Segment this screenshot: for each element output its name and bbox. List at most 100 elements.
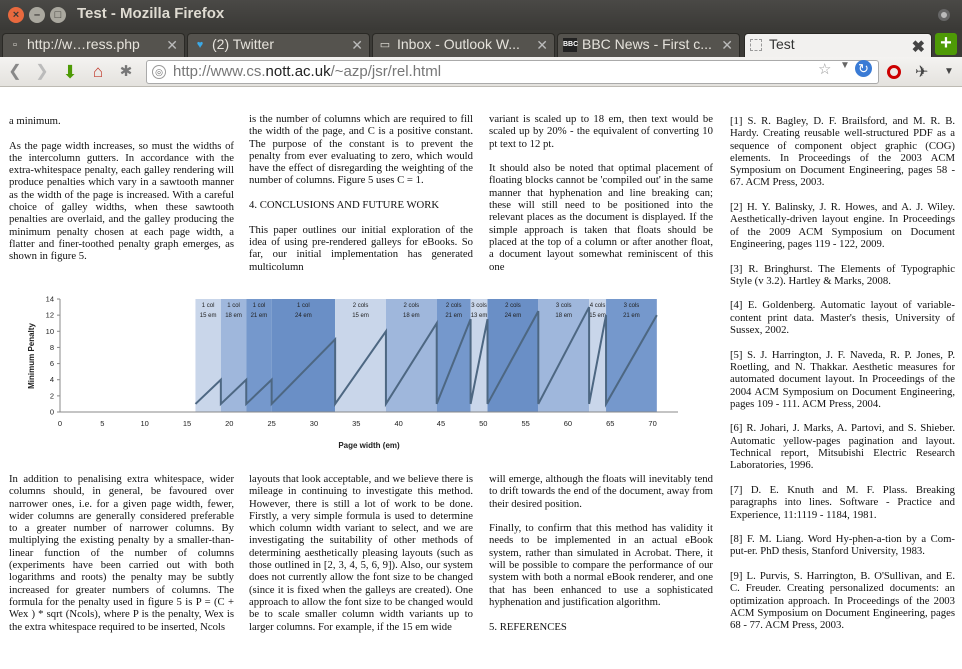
forward-button[interactable]: ❯ — [35, 63, 49, 80]
chart-band — [385, 299, 437, 412]
penalty-line — [194, 306, 658, 408]
y-tick-label: 0 — [50, 408, 54, 417]
tab-close-icon[interactable]: ✕ — [536, 37, 548, 53]
history-dropdown-icon[interactable]: ▼ — [840, 60, 850, 71]
tab-label: http://w…ress.php — [27, 36, 140, 52]
paragraph: layouts that look acceptable, and we bel… — [249, 473, 473, 633]
opera-icon[interactable] — [887, 65, 901, 79]
extension-icon[interactable]: ✈ — [915, 64, 929, 81]
tab-outlook[interactable]: ▭ Inbox - Outlook W... ✕ — [372, 33, 555, 57]
chart-series — [194, 306, 658, 408]
y-tick-label: 2 — [50, 391, 54, 400]
band-label-width: 15 em — [200, 313, 217, 319]
url-path: /~azp/jsr/rel.html — [330, 63, 442, 80]
text-column-7: will emerge, although the floats will in… — [489, 473, 713, 633]
band-label-width: 21 em — [445, 313, 462, 319]
band-label-columns: 1 col — [227, 303, 240, 309]
band-label-columns: 1 col — [297, 303, 310, 309]
window-minimize-button[interactable]: – — [29, 7, 45, 23]
x-tick-label: 50 — [479, 419, 487, 428]
band-label-columns: 3 cols — [471, 303, 487, 309]
x-tick-label: 45 — [437, 419, 445, 428]
tab-close-icon[interactable]: ✖ — [911, 39, 925, 56]
x-tick-label: 35 — [352, 419, 360, 428]
reference-item: [4] E. Goldenberg. Automatic layout of v… — [730, 299, 955, 337]
x-tick-label: 5 — [100, 419, 104, 428]
band-label-columns: 2 cols — [446, 303, 462, 309]
paragraph: Finally, to confirm that this method has… — [489, 522, 713, 608]
tab-bbc[interactable]: BBC BBC News - First c... ✕ — [557, 33, 740, 57]
url-host: nott.ac.uk — [265, 63, 331, 80]
reference-item: [5] S. J. Harrington, J. F. Naveda, R. P… — [730, 348, 955, 410]
y-axis-label: Minimum Penalty — [27, 323, 36, 389]
paragraph: is the number of columns which are requi… — [249, 113, 473, 187]
paragraph: will emerge, although the floats will in… — [489, 473, 713, 510]
band-label-columns: 4 cols — [590, 303, 606, 309]
reference-item: [1] S. R. Bagley, D. F. Brailsford, and … — [730, 115, 955, 189]
addon-icon[interactable]: ✱ — [119, 63, 133, 80]
tab-close-icon[interactable]: ✕ — [721, 37, 733, 53]
x-tick-label: 20 — [225, 419, 233, 428]
window-title: Test - Mozilla Firefox — [77, 5, 225, 22]
paragraph: As the page width increases, so must the… — [9, 139, 234, 263]
window-close-button[interactable]: × — [8, 7, 24, 23]
band-label-columns: 1 col — [253, 303, 266, 309]
x-tick-label: 40 — [394, 419, 402, 428]
bookmark-star-icon[interactable]: ☆ — [818, 61, 832, 78]
download-icon[interactable]: ⬇ — [62, 62, 78, 82]
chart-bands: 1 col 15 em 1 col 18 em 1 col 21 em 1 col 24 em… — [195, 299, 657, 412]
y-tick-label: 8 — [50, 343, 54, 352]
tab-test[interactable]: Test ✖ — [744, 33, 932, 57]
band-label-columns: 2 cols — [505, 303, 521, 309]
band-label-columns: 3 cols — [556, 303, 572, 309]
paragraph: a minimum. — [9, 115, 61, 127]
reference-item: [6] R. Johari, J. Marks, A. Partovi, and… — [730, 422, 955, 472]
band-label-width: 18 em — [555, 313, 572, 319]
section-heading: 5. REFERENCES — [489, 620, 567, 633]
window-maximize-button[interactable]: □ — [50, 7, 66, 23]
tab-bar: ▫ http://w…ress.php ✕ ♥ (2) Twitter ✕ ▭ … — [0, 30, 962, 57]
back-button[interactable]: ❮ — [8, 63, 22, 80]
chart-axes — [59, 299, 678, 413]
reference-item: [7] D. E. Knuth and M. F. Plass. Breakin… — [730, 483, 955, 521]
paragraph: It should also be noted that optimal pla… — [489, 162, 713, 273]
home-icon[interactable]: ⌂ — [92, 62, 104, 81]
x-tick-label: 65 — [606, 419, 614, 428]
paragraph: In addition to penalising extra whitespa… — [9, 473, 234, 633]
extension-dropdown-icon[interactable]: ▼ — [944, 66, 954, 77]
tab-wordpress[interactable]: ▫ http://w…ress.php ✕ — [2, 33, 185, 57]
tab-close-icon[interactable]: ✕ — [166, 37, 178, 53]
x-tick-label: 30 — [310, 419, 318, 428]
reference-item: [2] H. Y. Balinsky, J. R. Howes, and A. … — [730, 201, 955, 250]
band-label-width: 15 em — [352, 313, 369, 319]
bbc-icon: BBC — [563, 38, 578, 52]
paragraph: variant is scaled up to 18 em, then text… — [489, 113, 713, 150]
band-label-width: 18 em — [225, 313, 242, 319]
tab-twitter[interactable]: ♥ (2) Twitter ✕ — [187, 33, 370, 57]
x-tick-label: 70 — [648, 419, 656, 428]
text-column-6: layouts that look acceptable, and we bel… — [249, 473, 473, 633]
tab-label: Inbox - Outlook W... — [397, 36, 520, 52]
new-tab-button[interactable]: + — [935, 33, 957, 55]
y-tick-label: 14 — [46, 295, 54, 304]
tab-close-icon[interactable]: ✕ — [351, 37, 363, 53]
x-tick-label: 55 — [521, 419, 529, 428]
window-menu-icon[interactable] — [938, 9, 950, 21]
page-icon: ▫ — [13, 39, 17, 51]
reference-item: [8] F. M. Liang. Word Hy-phen-a-tion by … — [730, 533, 955, 558]
paragraph: This paper outlines our initial explorat… — [249, 223, 473, 273]
text-column-1: a minimum. As the page width increases, … — [9, 115, 234, 263]
penalty-chart: 1 col 15 em 1 col 18 em 1 col 21 em 1 col 24 em… — [27, 295, 678, 450]
tab-label: BBC News - First c... — [582, 36, 712, 52]
page-icon — [750, 39, 762, 51]
twitter-icon: ♥ — [196, 39, 204, 51]
url-bar[interactable]: ◎ http://www.cs.nott.ac.uk/~azp/jsr/rel.… — [146, 60, 879, 84]
band-label-columns: 1 col — [202, 303, 215, 309]
text-column-5: In addition to penalising extra whitespa… — [9, 473, 234, 633]
x-axis-label: Page width (em) — [338, 441, 400, 450]
reference-item: [3] R. Bringhurst. The Elements of Typog… — [730, 262, 955, 287]
references-column: [1] S. R. Bagley, D. F. Brailsford, and … — [730, 115, 955, 631]
band-label-width: 21 em — [623, 313, 640, 319]
reload-button[interactable]: ↻ — [855, 60, 872, 77]
chart-ticks: 0 2 4 6 8 10 12 14 0 5 10 15 20 25 30 35 40 45 50 55 60 65 70 — [46, 295, 657, 429]
